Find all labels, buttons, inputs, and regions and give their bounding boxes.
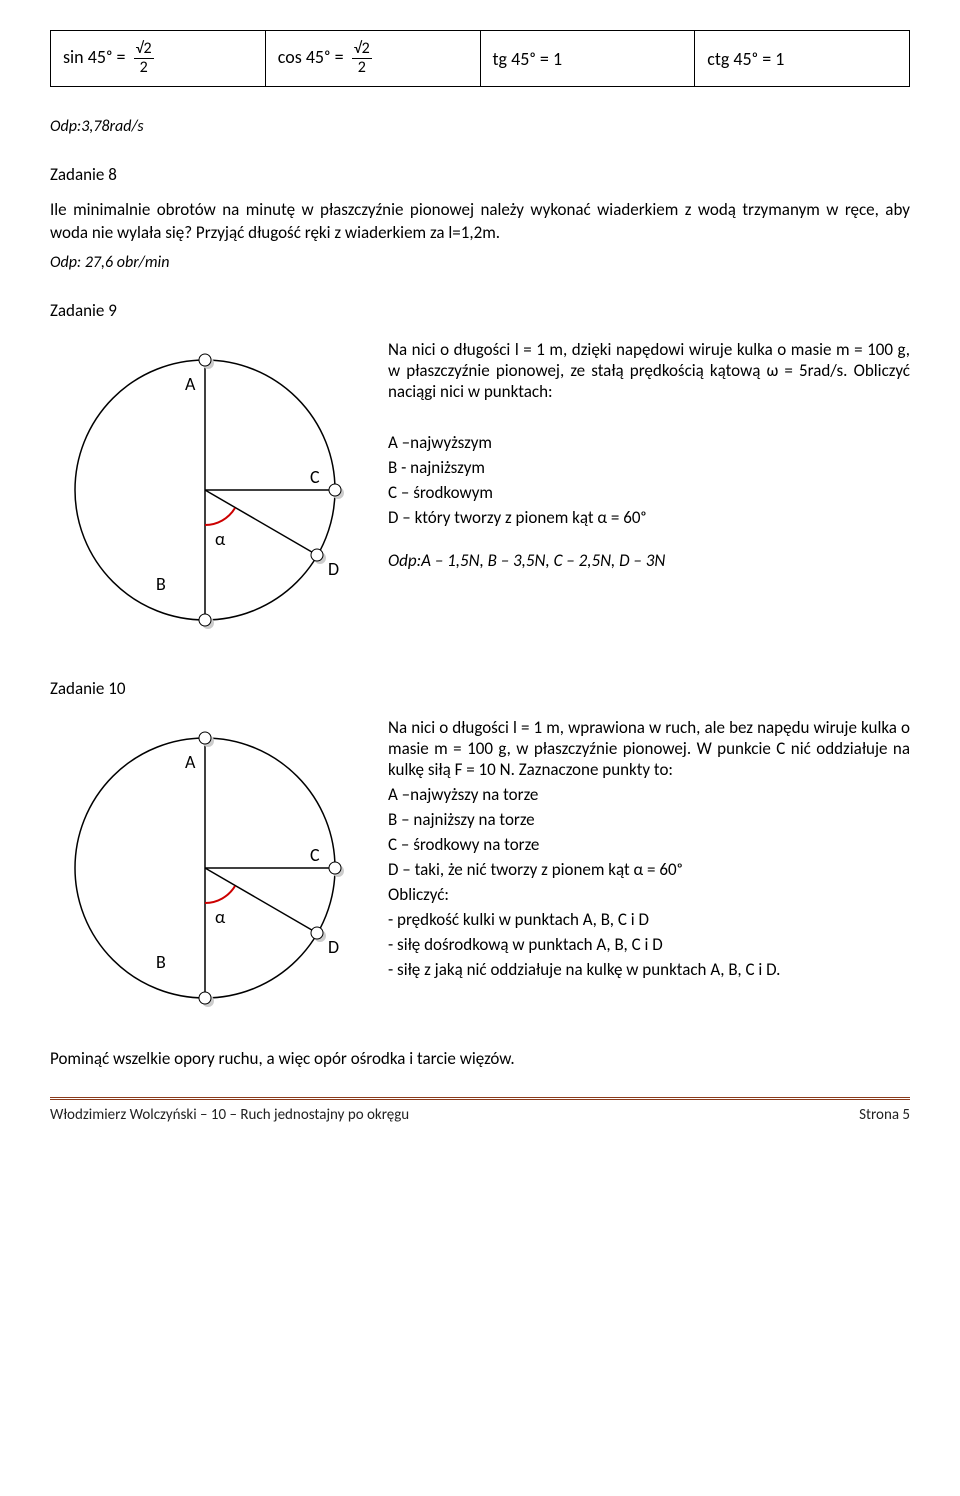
ctg-cell: ctg 45ᵒ = 1 xyxy=(695,31,910,87)
footer-right: Strona 5 xyxy=(859,1106,910,1124)
sin-cell: sin 45ᵒ = √2 2 xyxy=(51,31,266,87)
label-a-2: A xyxy=(185,751,196,773)
zadanie-9-diagram: A B C D α xyxy=(50,335,360,650)
sin-fraction: √2 2 xyxy=(134,41,154,76)
label-b: B xyxy=(156,573,166,595)
trig-values-table: sin 45ᵒ = √2 2 cos 45ᵒ = √2 2 tg 45ᵒ = 1… xyxy=(50,30,910,87)
z9-b: B - najniższym xyxy=(388,457,910,478)
z10-b: B – najniższy na torze xyxy=(388,809,910,830)
z10-c: C – środkowy na torze xyxy=(388,834,910,855)
z10-d: D – taki, że nić tworzy z pionem kąt α =… xyxy=(388,859,910,880)
label-alpha: α xyxy=(215,528,226,550)
z9-a: A –najwyższym xyxy=(388,432,910,453)
footer-left: Włodzimierz Wolczyński – 10 – Ruch jedno… xyxy=(50,1106,409,1124)
cos-label: cos 45ᵒ = xyxy=(278,46,344,68)
cos-cell: cos 45ᵒ = √2 2 xyxy=(265,31,480,87)
zadanie-8-answer: Odp: 27,6 obr/min xyxy=(50,253,910,272)
zadanie-10-title: Zadanie 10 xyxy=(50,678,910,699)
z10-intro: Na nici o długości l = 1 m, wprawiona w … xyxy=(388,717,910,780)
tg-cell: tg 45ᵒ = 1 xyxy=(480,31,695,87)
label-a: A xyxy=(185,373,196,395)
label-d: D xyxy=(328,558,339,580)
label-b-2: B xyxy=(156,951,166,973)
z9-c: C – środkowym xyxy=(388,482,910,503)
zadanie-8-body: Ile minimalnie obrotów na minutę w płasz… xyxy=(50,199,910,245)
footer-rule xyxy=(50,1097,910,1100)
z10-a: A –najwyższy na torze xyxy=(388,784,910,805)
zadanie-9-title: Zadanie 9 xyxy=(50,300,910,321)
z10-footnote: Pominąć wszelkie opory ruchu, a więc opó… xyxy=(50,1048,910,1071)
page-footer: Włodzimierz Wolczyński – 10 – Ruch jedno… xyxy=(50,1106,910,1124)
label-c: C xyxy=(310,466,320,488)
sin-label: sin 45ᵒ = xyxy=(63,46,126,68)
z10-calc: Obliczyć: xyxy=(388,884,910,905)
zadanie-8-title: Zadanie 8 xyxy=(50,164,910,185)
z9-intro: Na nici o długości l = 1 m, dzięki napęd… xyxy=(388,339,910,402)
z10-l3: - siłę z jaką nić oddziałuje na kulkę w … xyxy=(388,959,910,980)
z10-l2: - siłę dośrodkową w punktach A, B, C i D xyxy=(388,934,910,955)
label-d-2: D xyxy=(328,936,339,958)
answer-prev: Odp:3,78rad/s xyxy=(50,117,910,136)
label-alpha-2: α xyxy=(215,906,226,928)
z9-d: D – który tworzy z pionem kąt α = 60ᵒ xyxy=(388,507,910,528)
label-c-2: C xyxy=(310,844,320,866)
zadanie-10-diagram: A B C D α xyxy=(50,713,360,1028)
cos-fraction: √2 2 xyxy=(352,41,372,76)
z10-l1: - prędkość kulki w punktach A, B, C i D xyxy=(388,909,910,930)
z9-answer: Odp:A – 1,5N, B – 3,5N, C – 2,5N, D – 3N xyxy=(388,550,910,571)
